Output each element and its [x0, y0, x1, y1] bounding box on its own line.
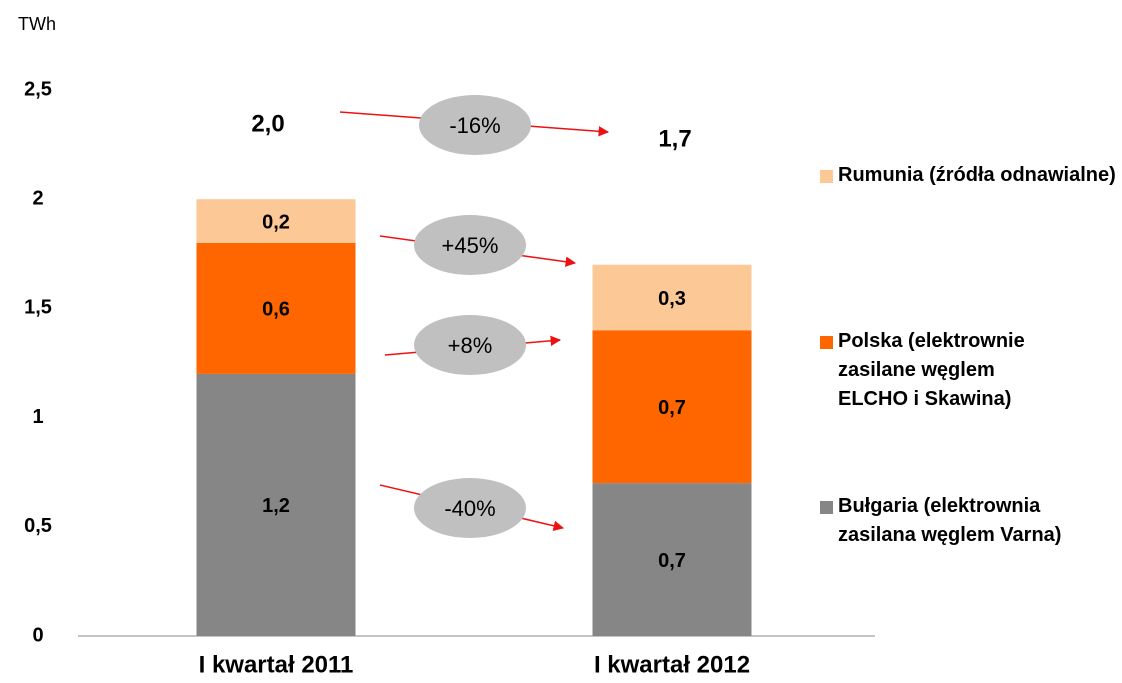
y-tick-label: 1,5 [24, 297, 52, 319]
bar-segment [592, 330, 752, 484]
bar-segment [592, 483, 752, 636]
change-badge [414, 315, 526, 375]
legend-swatch [820, 170, 833, 183]
data-label: 0,7 [658, 550, 686, 572]
x-tick-label: I kwartał 2012 [594, 651, 750, 678]
data-label: 0,3 [658, 288, 686, 310]
legend-swatch [820, 501, 833, 514]
data-label: 1,2 [262, 495, 290, 517]
change-label: +45% [442, 233, 499, 258]
legend-item: Bułgaria (elektrownia zasilana węglem Va… [838, 495, 1062, 546]
y-tick-label: 1 [32, 406, 43, 428]
bar-segment [196, 373, 356, 636]
bar-segment [196, 199, 356, 243]
change-label: +8% [448, 333, 493, 358]
data-label: 0,6 [262, 299, 290, 321]
legend-swatch [820, 336, 833, 349]
y-unit: TWh [18, 14, 56, 34]
x-tick-label: I kwartał 2011 [199, 651, 354, 678]
change-badge [414, 215, 526, 275]
legend-item: Polska (elektrownie zasilane węglem ELCH… [838, 330, 1025, 410]
y-tick-label: 0 [32, 624, 43, 646]
legend-item: Rumunia (źródła odnawialne) [838, 164, 1116, 186]
change-badge [414, 478, 526, 538]
change-label: -40% [444, 496, 495, 521]
y-tick-label: 2,5 [24, 78, 52, 100]
change-badge [419, 95, 531, 155]
data-label: 0,2 [262, 211, 290, 233]
bar-segment [196, 242, 356, 374]
change-label: -16% [449, 113, 500, 138]
data-label: 0,7 [658, 397, 686, 419]
bar-segment [592, 264, 752, 331]
total-label: 1,7 [658, 125, 691, 152]
y-tick-label: 0,5 [24, 515, 52, 537]
total-label: 2,0 [251, 110, 284, 137]
y-tick-label: 2 [32, 187, 43, 209]
